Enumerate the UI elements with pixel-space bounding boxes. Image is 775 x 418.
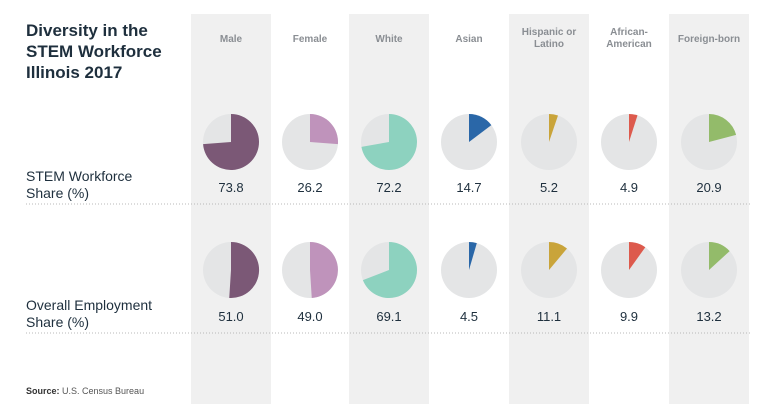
- value-label-1-0: 51.0: [218, 309, 244, 324]
- column-band-2: [349, 14, 429, 404]
- source-note: Source: U.S. Census Bureau: [26, 386, 144, 396]
- column-header-2: White: [375, 34, 403, 45]
- chart-title: Diversity in the STEM Workforce Illinois…: [26, 21, 162, 82]
- column-header-1: Female: [292, 34, 328, 45]
- pie-slice-1-1: [310, 242, 338, 298]
- pie-slice-1-4: [549, 242, 567, 270]
- value-label-0-4: 5.2: [539, 180, 559, 195]
- value-label-0-0: 73.8: [218, 180, 244, 195]
- value-label-1-2: 69.1: [376, 309, 402, 324]
- value-label-1-4: 11.1: [536, 309, 562, 324]
- pie-slice-0-0: [203, 114, 260, 171]
- value-label-1-3: 4.5: [459, 309, 479, 324]
- row-label-overall: Overall Employment Share (%): [26, 297, 153, 330]
- column-band-6: [669, 14, 749, 404]
- pie-slice-1-3: [469, 242, 477, 270]
- value-label-0-1: 26.2: [297, 180, 323, 195]
- pie-slice-1-6: [709, 242, 730, 270]
- value-label-1-1: 49.0: [297, 309, 323, 324]
- pie-slice-1-0: [229, 241, 260, 298]
- column-band-4: [509, 14, 589, 404]
- column-header-6: Foreign-born: [677, 34, 741, 45]
- pie-slice-0-2: [361, 114, 417, 171]
- source-text: U.S. Census Bureau: [62, 386, 145, 396]
- value-label-0-5: 4.9: [619, 180, 639, 195]
- pie-slice-1-5: [629, 242, 646, 270]
- column-header-3: Asian: [455, 34, 483, 45]
- column-header-0: Male: [219, 34, 243, 45]
- pie-slice-0-4: [549, 114, 558, 142]
- column-header-4: Hispanic or Latino: [521, 27, 577, 50]
- pie-slice-0-5: [629, 114, 638, 142]
- value-label-1-5: 9.9: [619, 309, 639, 324]
- column-band-0: [191, 14, 271, 404]
- column-header-5: African- American: [606, 27, 652, 50]
- value-label-0-3: 14.7: [456, 180, 482, 195]
- pie-slice-1-2: [362, 242, 417, 298]
- row-label-stem: STEM Workforce Share (%): [26, 168, 133, 201]
- value-label-0-2: 72.2: [376, 180, 402, 195]
- source-label: Source:: [26, 386, 60, 396]
- pie-slice-0-1: [310, 114, 338, 145]
- value-label-0-6: 20.9: [696, 180, 722, 195]
- pie-slice-0-6: [709, 114, 737, 142]
- pie-slice-0-3: [469, 113, 492, 142]
- value-label-1-6: 13.2: [696, 309, 722, 324]
